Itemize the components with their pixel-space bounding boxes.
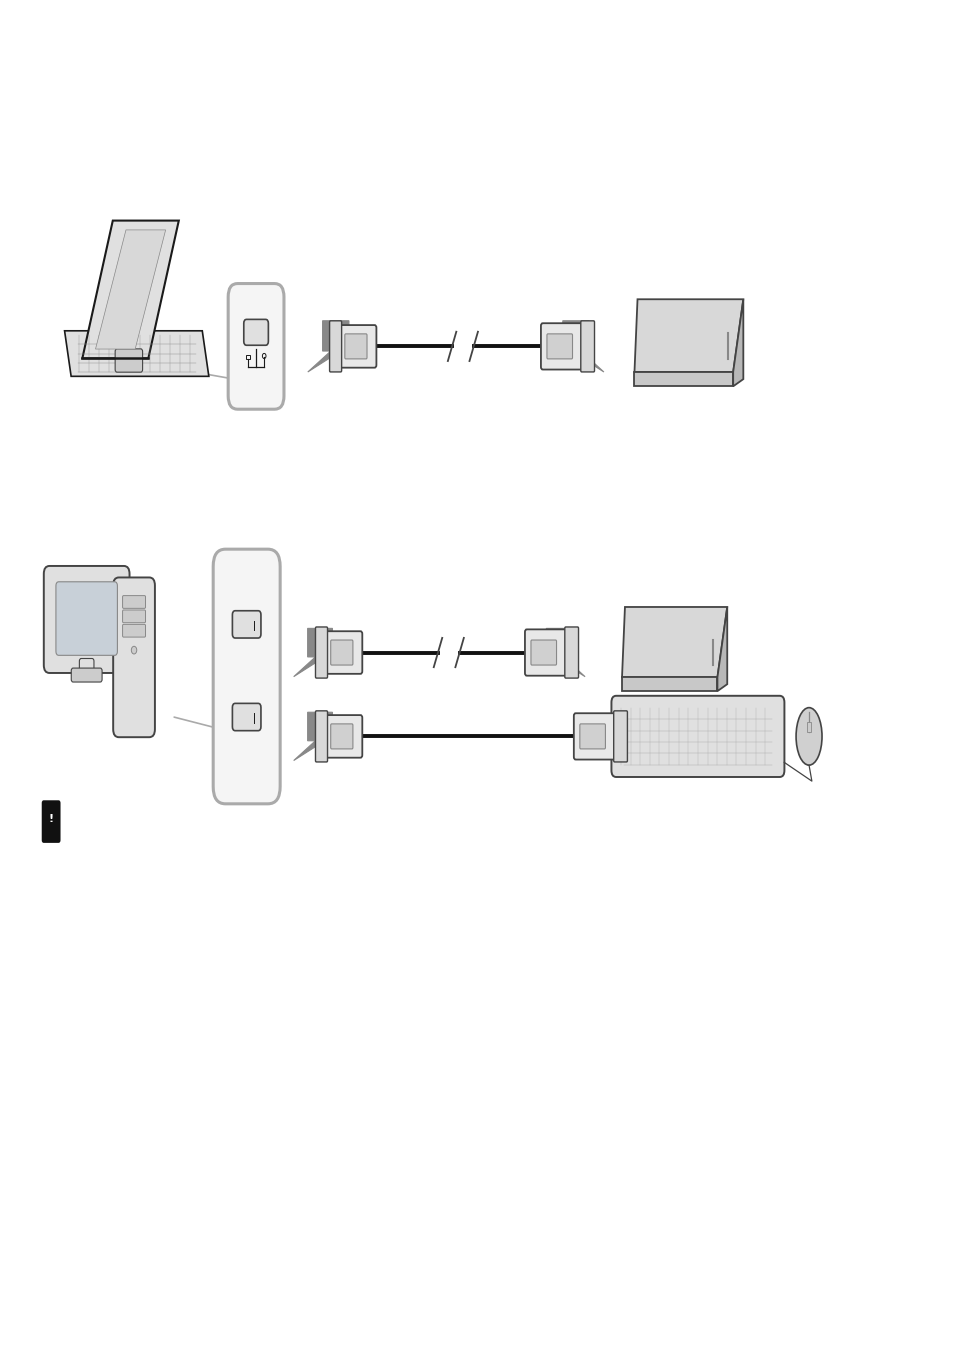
FancyBboxPatch shape: [321, 631, 362, 674]
FancyBboxPatch shape: [56, 582, 117, 655]
FancyBboxPatch shape: [540, 323, 586, 370]
Polygon shape: [733, 299, 742, 386]
FancyBboxPatch shape: [228, 284, 284, 409]
Polygon shape: [621, 678, 717, 691]
Polygon shape: [621, 607, 726, 678]
FancyBboxPatch shape: [344, 334, 367, 359]
FancyBboxPatch shape: [531, 640, 556, 664]
FancyBboxPatch shape: [613, 712, 627, 763]
FancyBboxPatch shape: [580, 321, 594, 373]
FancyBboxPatch shape: [122, 624, 146, 638]
FancyBboxPatch shape: [329, 321, 341, 373]
FancyBboxPatch shape: [315, 627, 327, 678]
FancyBboxPatch shape: [546, 334, 572, 359]
FancyBboxPatch shape: [233, 703, 261, 730]
Polygon shape: [546, 628, 584, 677]
Polygon shape: [65, 331, 209, 377]
Polygon shape: [82, 221, 178, 358]
FancyBboxPatch shape: [44, 566, 130, 672]
FancyBboxPatch shape: [233, 611, 261, 638]
Polygon shape: [95, 230, 166, 350]
FancyBboxPatch shape: [115, 348, 142, 373]
Polygon shape: [308, 320, 349, 373]
Ellipse shape: [795, 707, 821, 765]
FancyBboxPatch shape: [71, 668, 102, 682]
FancyBboxPatch shape: [122, 611, 146, 623]
FancyBboxPatch shape: [42, 800, 60, 843]
FancyBboxPatch shape: [524, 629, 571, 675]
FancyBboxPatch shape: [113, 577, 154, 737]
FancyBboxPatch shape: [574, 713, 619, 760]
FancyBboxPatch shape: [564, 627, 578, 678]
FancyBboxPatch shape: [244, 319, 268, 346]
Circle shape: [132, 647, 136, 654]
FancyBboxPatch shape: [579, 724, 605, 749]
FancyBboxPatch shape: [321, 716, 362, 757]
FancyBboxPatch shape: [79, 659, 93, 675]
FancyBboxPatch shape: [331, 640, 353, 664]
FancyBboxPatch shape: [331, 724, 353, 749]
Polygon shape: [294, 713, 332, 760]
Bar: [246, 355, 250, 359]
FancyBboxPatch shape: [611, 695, 783, 777]
Text: !: !: [49, 814, 53, 824]
Polygon shape: [294, 628, 332, 677]
Bar: [806, 722, 810, 732]
Polygon shape: [717, 607, 726, 691]
FancyBboxPatch shape: [213, 549, 280, 804]
Polygon shape: [634, 373, 733, 386]
FancyBboxPatch shape: [335, 325, 376, 367]
FancyBboxPatch shape: [122, 596, 146, 608]
Polygon shape: [562, 320, 603, 373]
FancyBboxPatch shape: [315, 712, 327, 763]
Polygon shape: [634, 299, 742, 373]
